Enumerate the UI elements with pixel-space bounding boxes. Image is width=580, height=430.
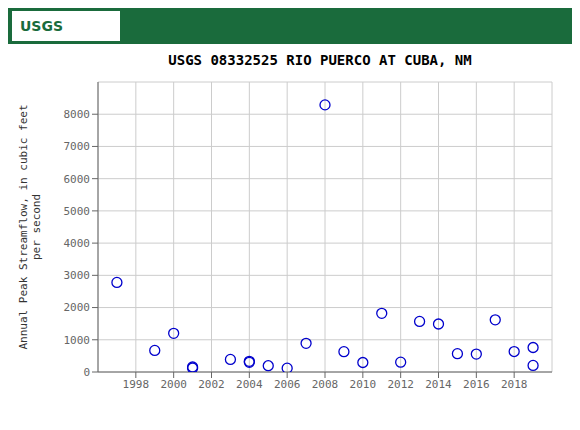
svg-text:8000: 8000 (64, 108, 91, 121)
svg-text:2012: 2012 (387, 378, 414, 391)
html-text:USGS: USGS (20, 18, 63, 34)
svg-text:7000: 7000 (64, 140, 91, 153)
svg-text:2016: 2016 (463, 378, 490, 391)
svg-text:2018: 2018 (501, 378, 528, 391)
svg-text:2014: 2014 (425, 378, 452, 391)
svg-text:2006: 2006 (274, 378, 301, 391)
svg-text:1998: 1998 (123, 378, 150, 391)
svg-text:2000: 2000 (64, 301, 91, 314)
svg-text:2000: 2000 (160, 378, 187, 391)
svg-text:5000: 5000 (64, 205, 91, 218)
svg-text:1000: 1000 (64, 334, 91, 347)
svg-text:2004: 2004 (236, 378, 263, 391)
html-text:USGS 08332525 RIO PUERCO AT CU: USGS 08332525 RIO PUERCO AT CUBA, NM (168, 52, 472, 68)
svg-text:2010: 2010 (350, 378, 377, 391)
svg-text:Annual Peak Streamflow, in cub: Annual Peak Streamflow, in cubic feetper… (17, 104, 43, 349)
svg-text:3000: 3000 (64, 269, 91, 282)
svg-text:6000: 6000 (64, 173, 91, 186)
svg-text:0: 0 (83, 366, 90, 379)
svg-text:4000: 4000 (64, 237, 91, 250)
svg-text:2002: 2002 (198, 378, 225, 391)
svg-text:2008: 2008 (312, 378, 339, 391)
